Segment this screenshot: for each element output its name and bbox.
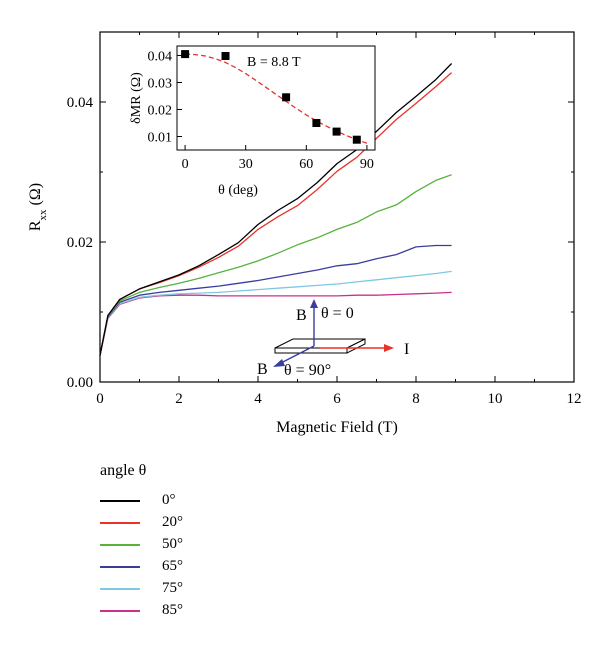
inset-data-point — [312, 119, 321, 127]
x-tick-label: 2 — [175, 391, 183, 407]
theta-ninety-label: θ = 90° — [284, 362, 331, 379]
inset-plot: 0 30 60 90 0.01 0.02 0.03 0.04 B = 8.8 T θ (deg… — [129, 45, 376, 198]
series-line-50deg — [99, 174, 452, 356]
b-bottom-label: B — [257, 361, 268, 378]
inset-y-tick-label: 0.04 — [148, 49, 173, 64]
current-label: I — [404, 341, 409, 358]
main-ticks: 0 2 4 6 8 10 12 0.00 0.02 0.04 — [67, 32, 582, 407]
theta-zero-label: θ = 0 — [321, 305, 354, 322]
legend-label: 0° — [162, 492, 176, 508]
x-tick-label: 6 — [333, 391, 341, 407]
inset-x-tick-label: 30 — [239, 157, 253, 172]
legend-entry-50deg: 50° — [100, 534, 260, 556]
inset-y-label: δMR (Ω) — [129, 72, 144, 124]
sample-slab-front — [274, 347, 348, 354]
inset-data-point — [282, 93, 291, 102]
inset-y-tick-label: 0.03 — [148, 76, 173, 91]
x-axis-label: Magnetic Field (T) — [276, 419, 398, 436]
inset-ticks: 0 30 60 90 0.01 0.02 0.03 0.04 — [148, 49, 374, 172]
legend-label: 65° — [162, 558, 183, 574]
series-line-85deg — [99, 291, 452, 356]
inset-data-point — [332, 127, 341, 136]
legend-label: 85° — [162, 602, 183, 618]
y-axis-label: Rxx (Ω) — [27, 183, 49, 231]
y-tick-label: 0.02 — [67, 235, 93, 251]
inset-data-point — [221, 52, 230, 60]
x-tick-label: 12 — [567, 391, 582, 407]
series-line-75deg — [99, 270, 452, 356]
b-top-label: B — [296, 307, 307, 324]
legend-entry-20deg: 20° — [100, 512, 260, 534]
x-tick-label: 8 — [412, 391, 420, 407]
legend-swatch — [100, 566, 140, 568]
inset-series — [181, 50, 368, 144]
series-line-0deg — [99, 63, 453, 356]
y-axis-label-sub: xx — [37, 209, 49, 221]
legend-entry-0deg: 0° — [100, 490, 260, 512]
main-series — [99, 63, 453, 356]
b-perpendicular-arrowhead — [310, 299, 318, 308]
inset-y-tick-label: 0.02 — [148, 103, 173, 118]
legend-label: 50° — [162, 536, 183, 552]
sample-slab-side — [346, 338, 366, 354]
legend-swatch — [100, 522, 140, 524]
inset-x-tick-label: 90 — [360, 157, 374, 172]
legend-swatch — [100, 588, 140, 590]
x-tick-label: 0 — [96, 391, 104, 407]
legend-entry-85deg: 85° — [100, 600, 260, 622]
y-axis-label-main: R — [27, 220, 44, 231]
legend-entry-75deg: 75° — [100, 578, 260, 600]
series-line-65deg — [99, 244, 452, 356]
figure: 0 2 4 6 8 10 12 0.00 0.02 0.04 Magnetic Field (T)… — [27, 31, 582, 436]
legend-swatch — [100, 500, 140, 502]
legend-title: angle θ — [100, 462, 147, 479]
inset-x-tick-label: 0 — [182, 157, 189, 172]
inset-x-label: θ (deg) — [218, 183, 258, 198]
inset-x-tick-label: 60 — [299, 157, 313, 172]
inset-y-tick-label: 0.01 — [148, 130, 173, 145]
inset-annotation: B = 8.8 T — [247, 55, 301, 70]
legend-swatch — [100, 544, 140, 546]
y-tick-label: 0.00 — [67, 375, 93, 391]
current-arrowhead — [384, 344, 394, 352]
sample-schematic: B θ = 0 I B θ = 90° — [257, 299, 409, 379]
b-in-plane-arrowhead — [273, 359, 285, 367]
legend-entry-65deg: 65° — [100, 556, 260, 578]
y-tick-label: 0.04 — [67, 95, 94, 111]
inset-frame — [176, 45, 376, 151]
b-in-plane-arrow — [278, 345, 315, 365]
inset-data-point — [181, 50, 190, 59]
main-plot: 0 2 4 6 8 10 12 0.00 0.02 0.04 Magnetic Field (T)… — [27, 31, 582, 436]
legend-swatch — [100, 610, 140, 612]
legend-label: 75° — [162, 580, 183, 596]
inset-data-point — [352, 135, 361, 144]
x-tick-label: 10 — [488, 391, 503, 407]
x-tick-label: 4 — [254, 391, 262, 407]
y-axis-label-unit: (Ω) — [27, 183, 44, 206]
legend-label: 20° — [162, 514, 183, 530]
